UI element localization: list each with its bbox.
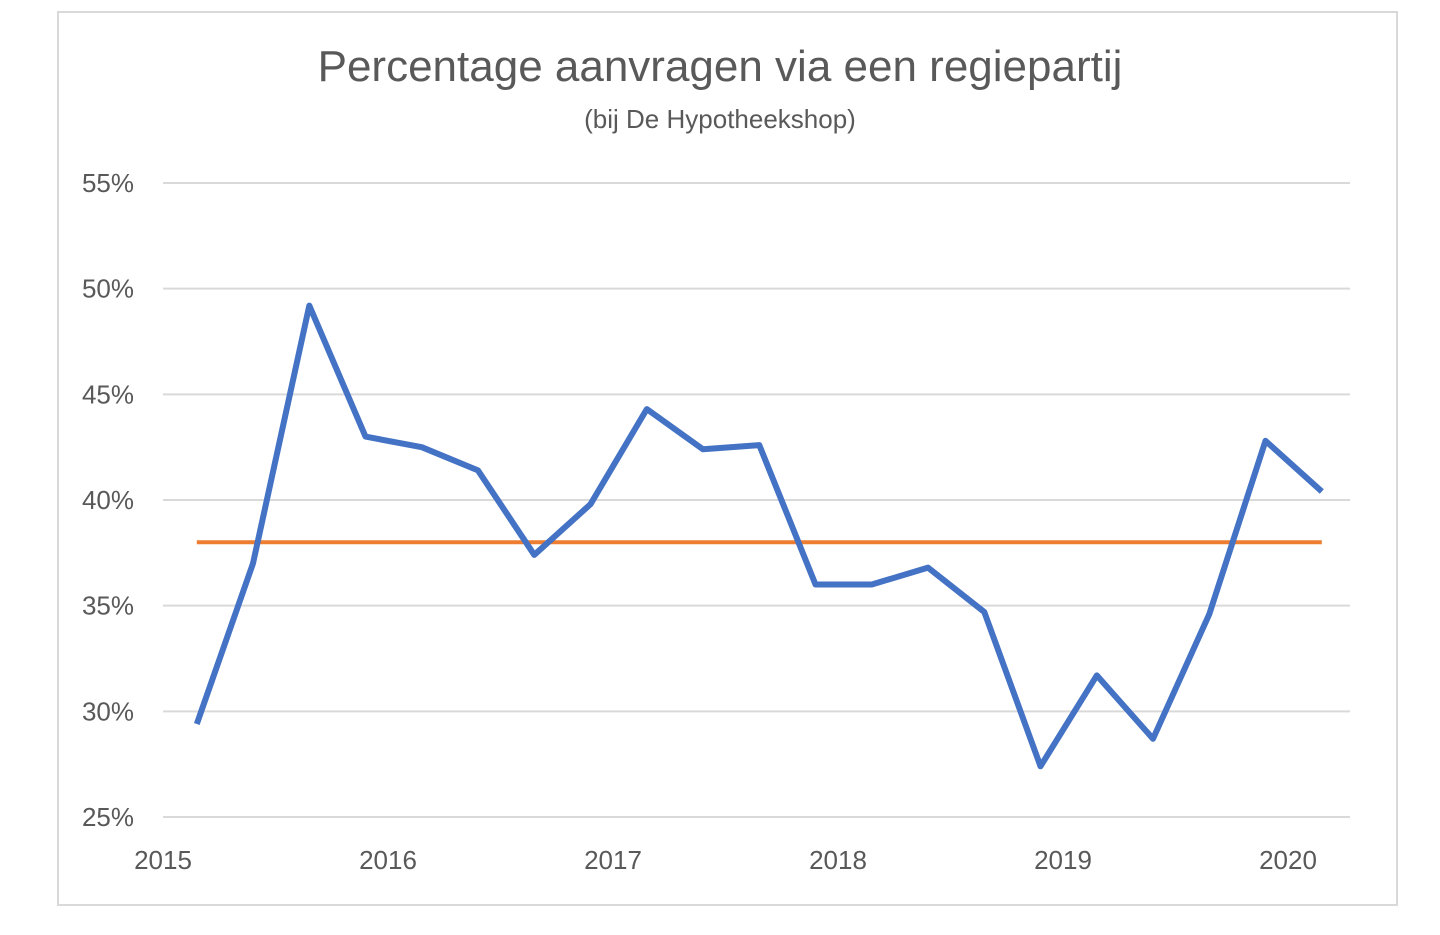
series-line-blue (193, 302, 1324, 770)
x-axis-ticks: 2015 2016 2017 2018 2019 2020 (134, 845, 1317, 875)
x-tick-label: 2018 (809, 845, 867, 875)
x-tick-label: 2016 (359, 845, 417, 875)
x-tick-label: 2015 (134, 845, 192, 875)
y-tick-label: 40% (82, 485, 134, 515)
y-tick-label: 30% (82, 696, 134, 726)
x-tick-label: 2019 (1034, 845, 1092, 875)
series-lines (193, 302, 1324, 770)
y-tick-label: 35% (82, 591, 134, 621)
x-tick-label: 2017 (584, 845, 642, 875)
chart-subtitle: (bij De Hypotheekshop) (584, 104, 856, 134)
x-tick-label: 2020 (1259, 845, 1317, 875)
y-tick-label: 45% (82, 379, 134, 409)
y-tick-label: 25% (82, 802, 134, 832)
chart-title: Percentage aanvragen via een regiepartij (317, 42, 1123, 91)
gridlines (163, 182, 1350, 818)
chart-frame (57, 11, 1398, 906)
y-tick-label: 55% (82, 168, 134, 198)
y-tick-label: 50% (82, 274, 134, 304)
y-axis-ticks: 55% 50% 45% 40% 35% 30% 25% (82, 168, 134, 832)
